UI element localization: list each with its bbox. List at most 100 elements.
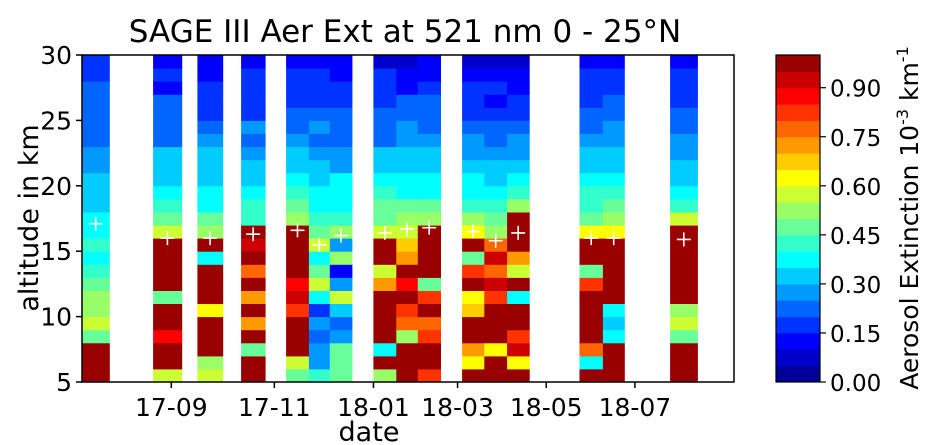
heatmap-cell [484, 355, 508, 370]
heatmap-cell [308, 264, 331, 278]
heatmap-cell [507, 316, 530, 331]
heatmap-cell [329, 316, 353, 331]
plot-frame [81, 54, 735, 383]
heatmap-cell [82, 81, 110, 95]
heatmap-cell [462, 133, 485, 148]
heatmap-cell [417, 198, 441, 213]
heatmap-cell [602, 329, 625, 344]
heatmap-cell [507, 368, 530, 383]
heatmap-cell [417, 238, 441, 252]
heatmap-cell [462, 238, 485, 252]
colorbar-segment [776, 267, 820, 285]
heatmap-cell [308, 277, 331, 291]
heatmap-cell [602, 94, 625, 108]
heatmap-cell [507, 120, 530, 134]
heatmap-cell [286, 146, 310, 161]
heatmap-cell [373, 159, 397, 174]
tropopause-markers [88, 216, 691, 252]
heatmap-cell [417, 251, 441, 265]
heatmap-cell [308, 107, 331, 121]
heatmap-cell [484, 264, 508, 278]
heatmap-cell [82, 238, 110, 252]
heatmap-cell [329, 368, 353, 383]
heatmap-cell [484, 120, 508, 134]
heatmap-cell [507, 212, 530, 226]
heatmap-cell [602, 107, 625, 121]
heatmap-cell [286, 264, 310, 278]
heatmap-cell [308, 290, 331, 304]
heatmap-cell [484, 251, 508, 265]
heatmap-cell [153, 277, 183, 291]
heatmap-cell [507, 238, 530, 252]
heatmap-cell [197, 251, 224, 265]
heatmap-cell [396, 146, 419, 161]
heatmap-cell [507, 355, 530, 370]
heatmap-cell [329, 355, 353, 370]
heatmap-cell [308, 303, 331, 318]
colorbar-segment [776, 300, 820, 318]
heatmap-cell [82, 172, 110, 187]
heatmap-cell [82, 264, 110, 278]
heatmap-cell [329, 277, 353, 291]
heatmap-cell [329, 68, 353, 82]
heatmap-cell [507, 290, 530, 304]
heatmap-cell [507, 172, 530, 187]
heatmap-cell [396, 107, 419, 121]
heatmap-cell [579, 342, 604, 357]
x-tick-label: 18-05 [510, 393, 583, 422]
colorbar-segment [776, 153, 820, 170]
tropopause-marker [246, 227, 261, 242]
heatmap-cell [286, 251, 310, 265]
heatmap-cell [396, 198, 419, 213]
heatmap-cell [82, 159, 110, 174]
heatmap-cell [579, 133, 604, 148]
heatmap-cell [153, 342, 183, 357]
heatmap-cell [579, 146, 604, 161]
heatmap-cell [602, 133, 625, 148]
heatmap-cell [417, 120, 441, 134]
heatmap-cell [286, 355, 310, 370]
heatmap-cell [373, 264, 397, 278]
heatmap-cell [197, 277, 224, 291]
colorbar-segment [776, 185, 820, 203]
heatmap-cell [396, 238, 419, 252]
heatmap-cell [197, 303, 224, 318]
heatmap-cell [241, 120, 266, 134]
heatmap-cell [462, 251, 485, 265]
y-tick-label: 15 [40, 237, 72, 266]
heatmap-cell [670, 264, 698, 278]
heatmap-cell [153, 368, 183, 383]
heatmap-cell [153, 159, 183, 174]
heatmap-cell [373, 81, 397, 95]
heatmap-cell [241, 185, 266, 200]
heatmap-cell [670, 303, 698, 318]
heatmap-cell [507, 185, 530, 200]
heatmap-cell [241, 316, 266, 331]
heatmap-cell [286, 185, 310, 200]
heatmap-cell [396, 120, 419, 134]
heatmap-cell [462, 146, 485, 161]
heatmap-cell [417, 185, 441, 200]
heatmap-cell [373, 185, 397, 200]
heatmap-cell [579, 329, 604, 344]
colorbar-label-exp2: -1 [893, 46, 912, 62]
heatmap-cell [153, 94, 183, 108]
heatmap-cell [241, 107, 266, 121]
heatmap-cell [670, 185, 698, 200]
heatmap-cell [241, 146, 266, 161]
heatmap-cell [329, 303, 353, 318]
heatmap-cell [579, 212, 604, 226]
heatmap-cell [241, 290, 266, 304]
heatmap-cell [153, 81, 183, 95]
heatmap-cell [308, 68, 331, 82]
heatmap-cell [82, 68, 110, 82]
colorbar-tick-label: 0.00 [830, 371, 881, 397]
heatmap-cell [373, 329, 397, 344]
heatmap-cell [82, 368, 110, 383]
heatmap-cell [579, 198, 604, 213]
heatmap-cell [579, 172, 604, 187]
heatmap-cell [308, 251, 331, 265]
heatmap-cell [462, 290, 485, 304]
heatmap-cell [507, 55, 530, 69]
heatmap-cell [286, 238, 310, 252]
